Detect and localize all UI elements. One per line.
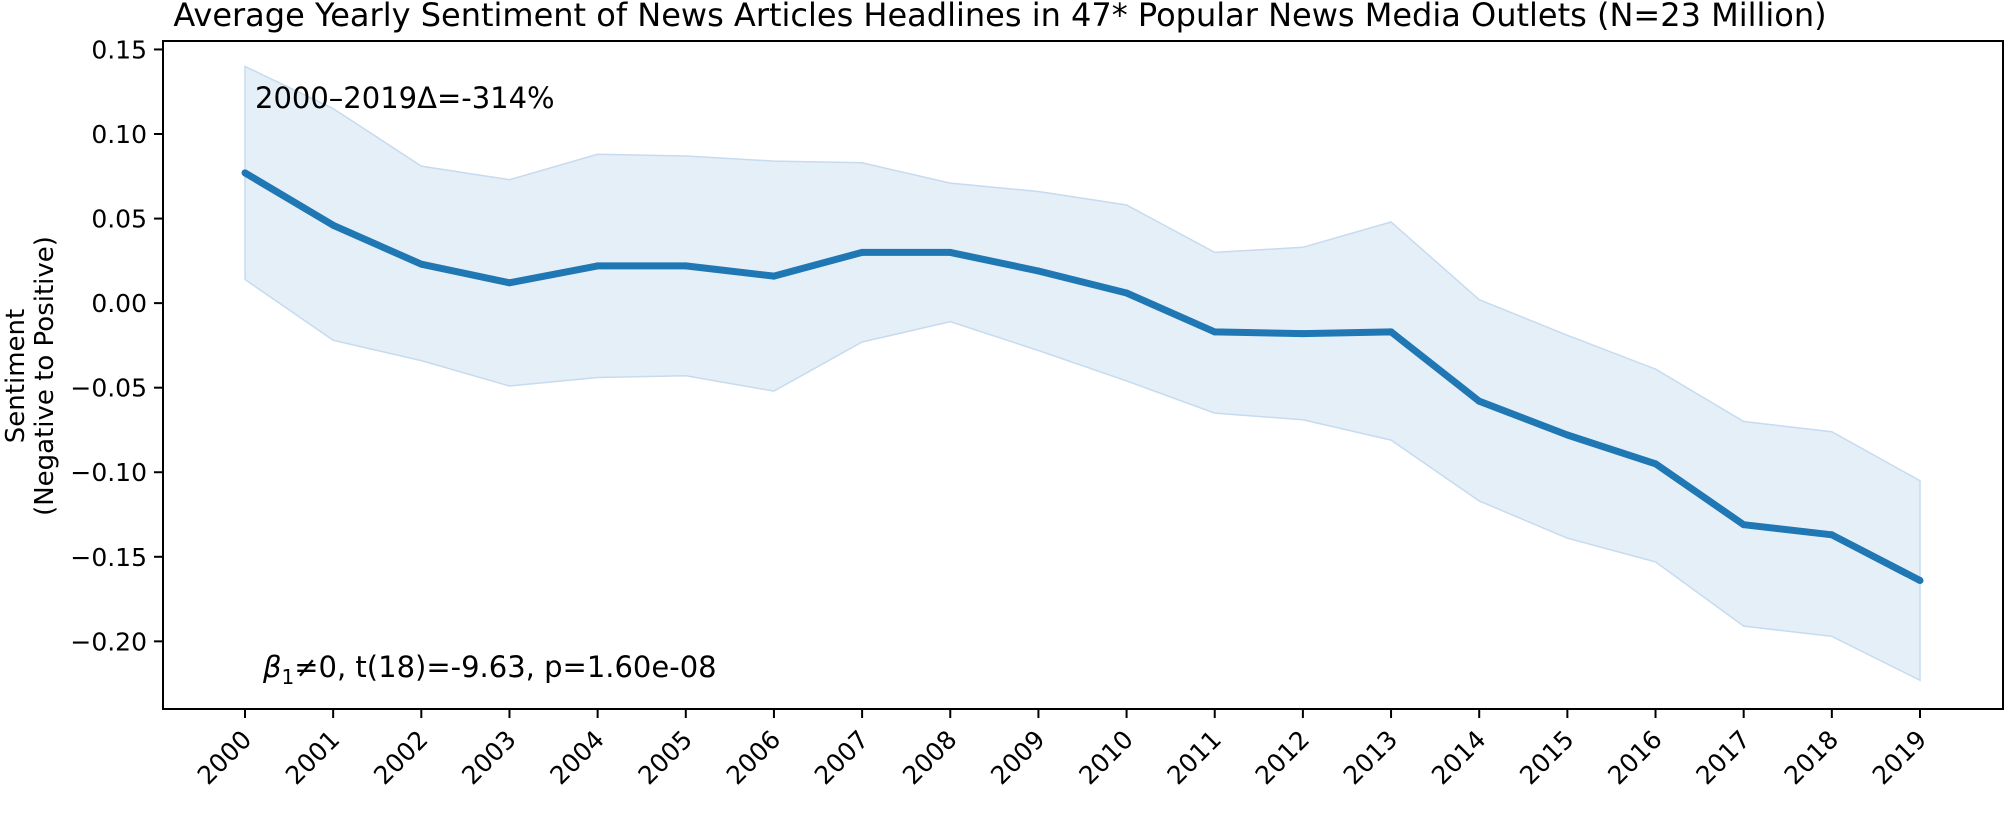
y-tick-label: 0.05: [91, 205, 147, 234]
x-tick-label: 2008: [897, 725, 962, 790]
data-point-2010: [1123, 289, 1131, 297]
x-tick-label: 2015: [1514, 725, 1579, 790]
data-point-2008: [946, 248, 954, 256]
data-point-2014: [1475, 397, 1483, 405]
x-tick-label: 2002: [368, 725, 433, 790]
data-point-2007: [858, 248, 866, 256]
data-point-2017: [1740, 521, 1748, 529]
delta-annotation: 2000–2019Δ=-314%: [255, 81, 555, 115]
data-point-2001: [329, 221, 337, 229]
x-tick-label: 2012: [1250, 725, 1315, 790]
x-tick-label: 2011: [1161, 725, 1226, 790]
y-tick-label: 0.10: [91, 120, 147, 149]
y-tick-label: 0.15: [91, 35, 147, 64]
x-tick-label: 2014: [1426, 725, 1491, 790]
data-point-2011: [1211, 328, 1219, 336]
x-tick-label: 2003: [456, 725, 521, 790]
x-tick-label: 2017: [1690, 725, 1755, 790]
data-point-2003: [506, 279, 513, 287]
data-point-2002: [417, 260, 425, 268]
data-point-2016: [1652, 460, 1659, 468]
stat-test-text: ≠0, t(18)=-9.63, p=1.60e-08: [294, 650, 716, 684]
x-axis: 2000 2001 2002 2003 2004 2005 2006 2007 2008 2009…: [192, 709, 1932, 790]
plot-area: [241, 65, 1924, 682]
data-point-2006: [770, 272, 778, 280]
plot-frame: [162, 40, 2004, 710]
stat-beta-subscript: 1: [282, 665, 295, 689]
data-point-2015: [1563, 431, 1571, 439]
x-tick-label: 2001: [280, 725, 345, 790]
y-axis-label: Sentiment: [1, 309, 31, 443]
data-point-2005: [682, 262, 690, 270]
x-tick-label: 2004: [544, 725, 609, 790]
x-tick-label: 2000: [192, 725, 257, 790]
y-axis: 0.15 0.10 0.05 0.00 −0.05 −0.10 −0.15 −0.20: [70, 35, 163, 656]
sentiment-line: [243, 169, 1922, 584]
y-tick-label: −0.10: [70, 458, 147, 487]
data-point-2004: [594, 262, 602, 270]
x-tick-label: 2013: [1338, 725, 1403, 790]
y-tick-label: −0.15: [70, 543, 147, 572]
x-tick-label: 2009: [985, 725, 1050, 790]
data-point-2019: [1916, 577, 1924, 584]
stat-beta-symbol: β: [262, 650, 282, 684]
y-axis-label-sub: (Negative to Positive): [30, 236, 60, 516]
data-point-2009: [1034, 267, 1042, 275]
y-tick-label: 0.00: [91, 289, 147, 318]
x-tick-label: 2019: [1867, 725, 1932, 790]
data-point-2012: [1299, 330, 1307, 338]
x-tick-label: 2016: [1602, 725, 1667, 790]
chart-title: Average Yearly Sentiment of News Article…: [173, 0, 1826, 34]
x-tick-label: 2018: [1779, 725, 1844, 790]
y-tick-label: −0.05: [70, 374, 147, 403]
x-tick-label: 2006: [721, 725, 786, 790]
data-point-2018: [1828, 531, 1836, 539]
x-tick-label: 2005: [633, 725, 698, 790]
x-tick-label: 2010: [1073, 725, 1138, 790]
data-point-2000: [241, 169, 249, 177]
data-point-2013: [1387, 328, 1395, 336]
x-tick-label: 2007: [809, 725, 874, 790]
confidence-band: [244, 65, 1921, 682]
y-tick-label: −0.20: [70, 627, 147, 656]
regression-stat-annotation: β1≠0, t(18)=-9.63, p=1.60e-08: [262, 650, 717, 689]
